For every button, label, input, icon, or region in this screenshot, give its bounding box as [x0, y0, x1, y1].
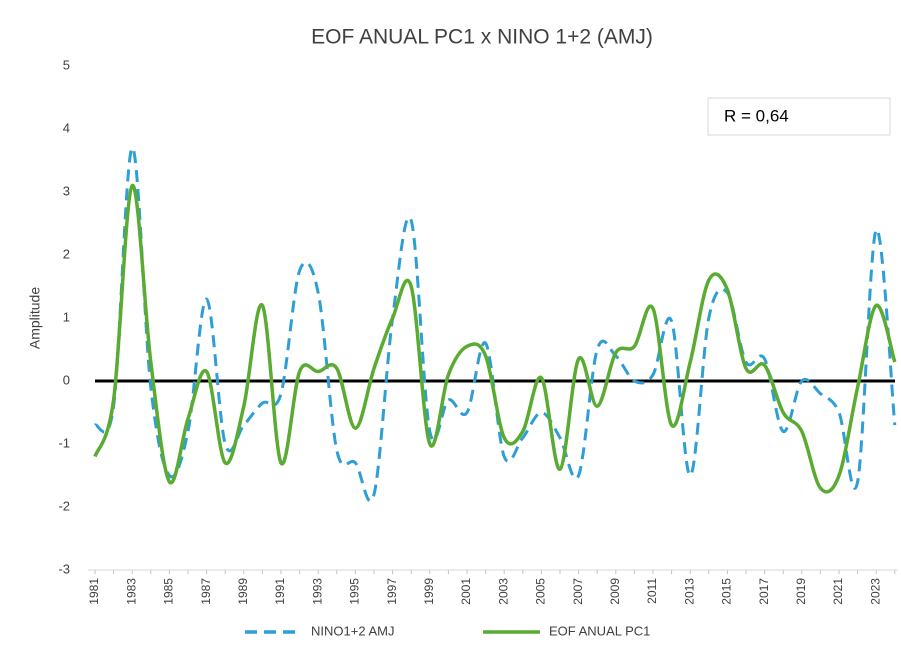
x-tick-label: 2015: [720, 578, 734, 605]
x-tick-label: 2011: [645, 578, 659, 604]
y-tick-label: -2: [58, 498, 70, 513]
x-tick-label: 2013: [682, 578, 696, 605]
x-tick-label: 2019: [794, 578, 808, 605]
x-tick-label: 2017: [757, 578, 771, 605]
chart-title: EOF ANUAL PC1 x NINO 1+2 (AMJ): [311, 26, 653, 49]
x-tick-label: 1985: [162, 578, 176, 605]
x-tick-label: 2005: [534, 578, 548, 605]
x-tick-label: 1999: [422, 578, 436, 605]
annotation: R = 0,64: [724, 106, 789, 125]
y-axis-label: Amplitude: [27, 287, 43, 349]
y-tick-label: -1: [58, 435, 70, 450]
y-tick-label: -3: [58, 561, 70, 576]
y-tick-label: 4: [63, 120, 70, 135]
x-tick-label: 1981: [87, 578, 101, 605]
x-tick-label: 2023: [868, 578, 882, 605]
x-tick-label: 1993: [310, 578, 324, 605]
y-tick-label: 3: [63, 183, 70, 198]
series-line: [93, 183, 897, 494]
x-tick-label: 1983: [124, 578, 138, 605]
y-tick-label: 5: [63, 57, 70, 72]
x-tick-label: 2003: [496, 578, 510, 605]
x-tick-label: 2009: [608, 578, 622, 605]
annotation-box: [707, 97, 891, 136]
x-tick-label: 2001: [459, 578, 473, 605]
series-line: [93, 146, 897, 503]
x-tick-label: 1995: [348, 578, 362, 605]
y-tick-label: 0: [63, 372, 70, 387]
x-tick-label: 1989: [236, 578, 250, 605]
x-tick-label: 1991: [273, 578, 287, 605]
y-tick-label: 2: [63, 246, 70, 261]
legend-label: EOF ANUAL PC1: [549, 623, 650, 638]
y-tick-label: 1: [63, 309, 70, 324]
x-tick-label: 1987: [199, 578, 213, 605]
x-tick-label: 1997: [385, 578, 399, 605]
x-tick-label: 2021: [831, 578, 845, 605]
legend-label: NINO1+2 AMJ: [311, 623, 394, 638]
x-tick-label: 2007: [571, 578, 585, 605]
